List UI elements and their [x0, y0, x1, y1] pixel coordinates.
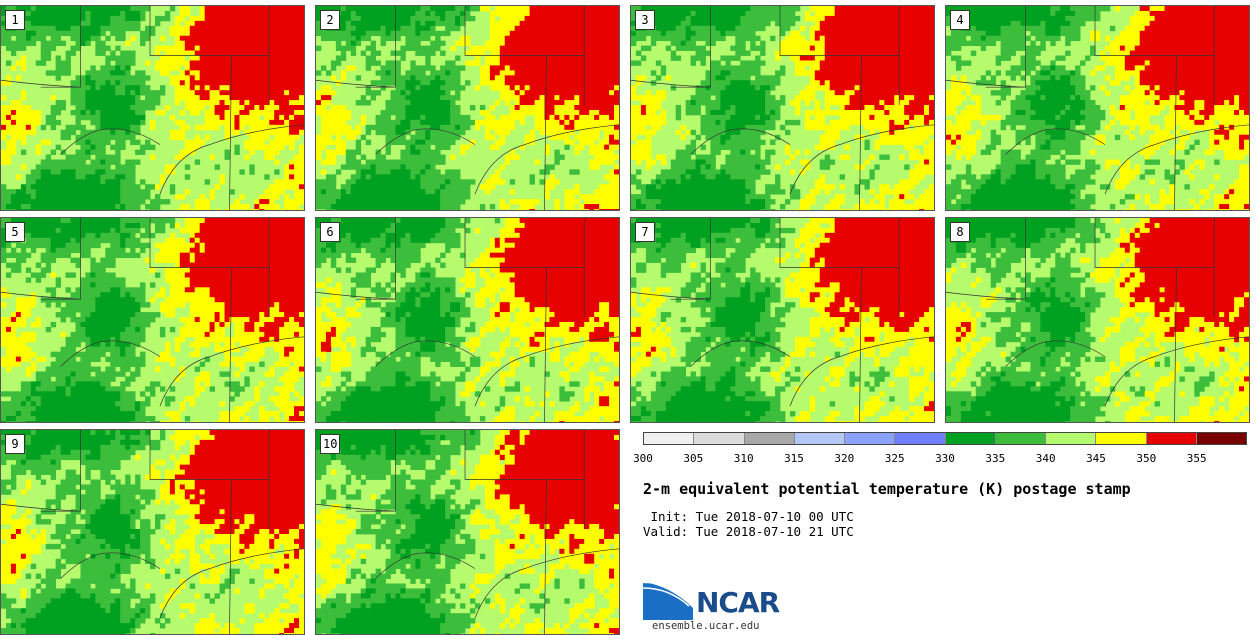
- colorbar-segment: [1046, 433, 1097, 444]
- colorbar-tick-label: 305: [683, 452, 704, 465]
- colorbar-tick-label: 325: [884, 452, 905, 465]
- plot-title: 2-m equivalent potential temperature (K)…: [643, 480, 1131, 498]
- colorbar-segment: [845, 433, 896, 444]
- colorbar-tick-label: 330: [935, 452, 955, 465]
- map-field: [631, 218, 934, 422]
- map-field: [631, 6, 934, 210]
- member-panel-4: 4: [945, 5, 1250, 211]
- member-label: 4: [950, 10, 970, 30]
- colorbar-tick-label: 350: [1136, 452, 1157, 465]
- member-panel-1: 1: [0, 5, 305, 211]
- map-field: [1, 6, 304, 210]
- colorbar-segment: [644, 433, 695, 444]
- member-label: 3: [635, 10, 655, 30]
- member-panel-2: 2: [315, 5, 620, 211]
- map-field: [1, 218, 304, 422]
- member-label: 8: [950, 222, 970, 242]
- member-label: 5: [5, 222, 25, 242]
- member-label: 1: [5, 10, 25, 30]
- colorbar-tick-label: 310: [733, 452, 754, 465]
- colorbar-tick-label: 355: [1186, 452, 1207, 465]
- member-panel-3: 3: [630, 5, 935, 211]
- colorbar-segment: [895, 433, 946, 444]
- member-panel-7: 7: [630, 217, 935, 423]
- colorbar-segment: [744, 433, 795, 444]
- member-label: 7: [635, 222, 655, 242]
- map-field: [316, 6, 619, 210]
- colorbar-segment: [945, 433, 996, 444]
- map-field: [946, 6, 1249, 210]
- valid-time: Valid: Tue 2018-07-10 21 UTC: [643, 524, 854, 539]
- map-field: [1, 430, 304, 634]
- member-panel-6: 6: [315, 217, 620, 423]
- map-field: [316, 218, 619, 422]
- ncar-logo-icon: [643, 580, 694, 620]
- colorbar-tick-label: 340: [1035, 452, 1056, 465]
- map-field: [946, 218, 1249, 422]
- colorbar-segment: [1096, 433, 1147, 444]
- colorbar-segment: [995, 433, 1046, 444]
- member-label: 2: [320, 10, 340, 30]
- member-panel-5: 5: [0, 217, 305, 423]
- colorbar-segment: [794, 433, 845, 444]
- member-label: 10: [320, 434, 341, 454]
- colorbar-segment: [1196, 433, 1246, 444]
- colorbar-segment: [694, 433, 745, 444]
- map-field: [316, 430, 619, 634]
- colorbar-tick-label: 345: [1086, 452, 1106, 465]
- colorbar-tick-label: 315: [784, 452, 804, 465]
- init-time: Init: Tue 2018-07-10 00 UTC: [643, 509, 854, 524]
- member-panel-9: 9: [0, 429, 305, 635]
- site-url: ensemble.ucar.edu: [652, 620, 760, 632]
- colorbar-tick-label: 300: [633, 452, 653, 465]
- colorbar-segment: [1146, 433, 1197, 444]
- colorbar-tick-label: 335: [985, 452, 1006, 465]
- colorbar: [643, 432, 1247, 445]
- member-panel-8: 8: [945, 217, 1250, 423]
- logo-wordmark: NCAR: [696, 586, 780, 619]
- member-panel-10: 10: [315, 429, 620, 635]
- member-label: 9: [5, 434, 25, 454]
- member-label: 6: [320, 222, 340, 242]
- colorbar-tick-label: 320: [834, 452, 855, 465]
